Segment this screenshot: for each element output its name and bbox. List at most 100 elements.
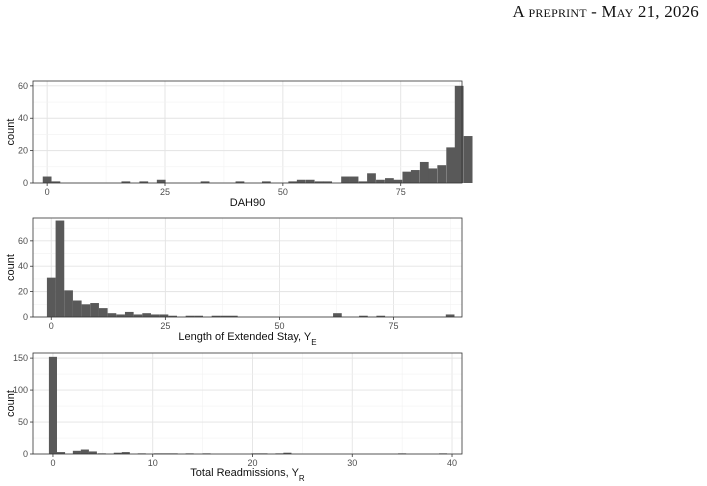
histogram-bar xyxy=(113,452,122,454)
x-tick-label: 20 xyxy=(247,458,257,468)
histogram-bar xyxy=(56,452,66,454)
histogram-bar xyxy=(445,314,455,317)
histogram-bar xyxy=(220,315,230,317)
x-axis-label: DAH90 xyxy=(230,197,265,209)
x-tick-label: 75 xyxy=(389,321,399,331)
x-axis-label-subscript: R xyxy=(299,474,305,483)
histogram-panel: 0 25 50 75 0 20 40 60 DAH90 count xyxy=(5,80,473,209)
y-tick-label: 60 xyxy=(18,236,28,246)
x-axis-label-subscript: E xyxy=(311,338,316,347)
histogram-bar xyxy=(376,179,385,183)
histogram-bar xyxy=(393,179,403,183)
x-tick-label: 25 xyxy=(160,187,170,197)
histogram-bar xyxy=(121,452,130,454)
histogram-bar xyxy=(159,314,169,317)
x-axis-label: Length of Extended Stay, YE xyxy=(178,331,316,347)
histogram-bar xyxy=(333,313,342,317)
y-tick-label: 20 xyxy=(18,287,28,297)
histogram-bar xyxy=(200,181,210,183)
histogram-bar xyxy=(323,181,333,183)
histogram-bar xyxy=(410,170,420,183)
y-tick-label: 50 xyxy=(18,417,28,427)
histogram-bar xyxy=(235,181,245,183)
histogram-bar xyxy=(185,315,195,317)
panel-border xyxy=(32,80,463,184)
histogram-bar xyxy=(55,220,65,317)
panel-border xyxy=(32,352,463,455)
histogram-bar xyxy=(42,176,52,183)
histogram-bar xyxy=(229,315,238,317)
histogram-bar xyxy=(81,304,91,317)
page-header: A preprint - May 21, 2026 xyxy=(512,2,699,21)
y-tick-label: 0 xyxy=(23,312,28,322)
histogram-bar xyxy=(121,181,131,183)
histogram-bar xyxy=(51,181,61,183)
histogram-bar xyxy=(305,179,315,183)
histogram-bar xyxy=(402,171,412,183)
x-tick-label: 10 xyxy=(148,458,158,468)
histogram-bar xyxy=(385,178,394,183)
y-axis-label: count xyxy=(5,254,17,281)
y-tick-label: 150 xyxy=(13,353,28,363)
panel-border xyxy=(32,217,463,318)
histogram-bar xyxy=(314,181,324,183)
histogram-bar xyxy=(341,176,350,183)
x-axis-label: Total Readmissions, YR xyxy=(190,467,305,483)
histogram-bar xyxy=(124,311,134,317)
x-tick-label: 75 xyxy=(396,187,406,197)
histogram-bar xyxy=(428,168,438,183)
histogram-bar xyxy=(454,85,464,183)
histogram-bar xyxy=(211,315,221,317)
histogram-bar xyxy=(349,176,359,183)
histogram-panel: 0 25 50 75 0 20 40 60 Length of Extended Stay, Y… xyxy=(5,217,463,347)
histogram-bar xyxy=(150,314,160,317)
x-tick-label: 50 xyxy=(274,321,284,331)
histogram-bar xyxy=(463,136,473,183)
y-tick-label: 40 xyxy=(18,261,28,271)
plot-background xyxy=(33,218,462,317)
histogram-bar xyxy=(358,181,368,183)
y-axis-label: count xyxy=(5,390,17,417)
histogram-bar xyxy=(446,147,456,183)
histogram-bar xyxy=(46,277,56,317)
y-axis-label: count xyxy=(5,119,17,146)
x-tick-label: 25 xyxy=(160,321,170,331)
histogram-bar xyxy=(194,315,204,317)
histogram-bar xyxy=(72,450,81,454)
x-tick-label: 0 xyxy=(50,458,55,468)
x-tick-label: 0 xyxy=(45,187,50,197)
histogram-bar xyxy=(376,315,386,317)
x-tick-label: 50 xyxy=(278,187,288,197)
histogram-bar xyxy=(90,303,99,317)
histogram-bar xyxy=(98,308,108,317)
histogram-bar xyxy=(296,179,306,183)
x-tick-label: 40 xyxy=(447,458,457,468)
y-tick-label: 20 xyxy=(18,146,28,156)
plot-background xyxy=(33,353,462,454)
histogram-panel: 0 10 20 30 40 0 50 100 150 Total Readmissions, YR… xyxy=(5,352,463,483)
histogram-bar xyxy=(359,315,368,317)
histogram-bar xyxy=(139,181,149,183)
histogram-bar xyxy=(168,315,177,317)
histogram-bar xyxy=(261,181,271,183)
histogram-bar xyxy=(437,165,447,183)
histogram-bar xyxy=(72,300,82,317)
histogram-bar xyxy=(156,179,166,183)
x-tick-label: 30 xyxy=(347,458,357,468)
histogram-bar xyxy=(133,314,143,317)
y-tick-label: 60 xyxy=(18,81,28,91)
y-tick-label: 40 xyxy=(18,113,28,123)
y-tick-label: 0 xyxy=(23,178,28,188)
x-tick-label: 0 xyxy=(49,321,54,331)
histogram-bar xyxy=(48,356,57,454)
histogram-bar xyxy=(107,313,117,317)
histogram-bar xyxy=(142,313,151,317)
histogram-bar xyxy=(283,452,292,454)
plot-background xyxy=(33,81,462,183)
histogram-bar xyxy=(80,449,89,454)
histogram-bar xyxy=(116,314,125,317)
histogram-bar xyxy=(64,290,73,317)
histogram-bar xyxy=(419,161,429,183)
histogram-bar xyxy=(367,173,376,183)
